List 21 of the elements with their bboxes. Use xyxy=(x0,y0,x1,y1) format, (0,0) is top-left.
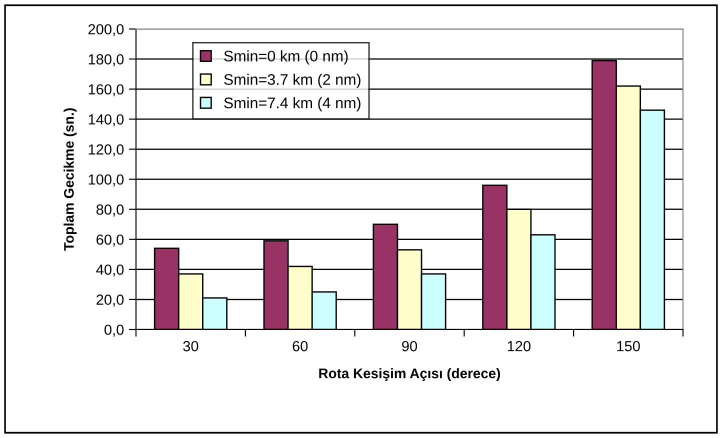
y-tick-label: 80,0 xyxy=(96,204,124,216)
x-tick-label: 120 xyxy=(508,340,530,352)
y-tick-label: 160,0 xyxy=(88,84,124,96)
legend-label: Smin=7.4 km (4 nm) xyxy=(224,97,360,112)
y-tick-label: 40,0 xyxy=(96,264,124,277)
legend-label: Smin=0 km (0 nm) xyxy=(224,50,348,65)
y-tick-label: 200,0 xyxy=(88,24,124,36)
x-tick-label: 150 xyxy=(617,340,640,352)
y-tick-label: 60,0 xyxy=(96,234,124,246)
x-tick-label: 90 xyxy=(402,340,418,352)
y-axis-title: Toplam Gecikme (sn.) xyxy=(64,108,77,251)
y-tick-label: 120,0 xyxy=(88,144,124,156)
legend-label: Smin=3.7 km (2 nm) xyxy=(224,74,360,88)
y-tick-label: 20,0 xyxy=(96,294,124,307)
y-tick-label: 100,0 xyxy=(88,174,124,186)
y-tick-label: 0,0 xyxy=(104,324,124,337)
y-tick-label: 180,0 xyxy=(88,54,124,66)
y-tick-label: 140,0 xyxy=(88,114,124,126)
x-tick-label: 30 xyxy=(183,340,198,352)
x-axis-title: Rota Kesişim Açısı (derece) xyxy=(319,368,500,382)
x-tick-label: 60 xyxy=(292,340,308,352)
